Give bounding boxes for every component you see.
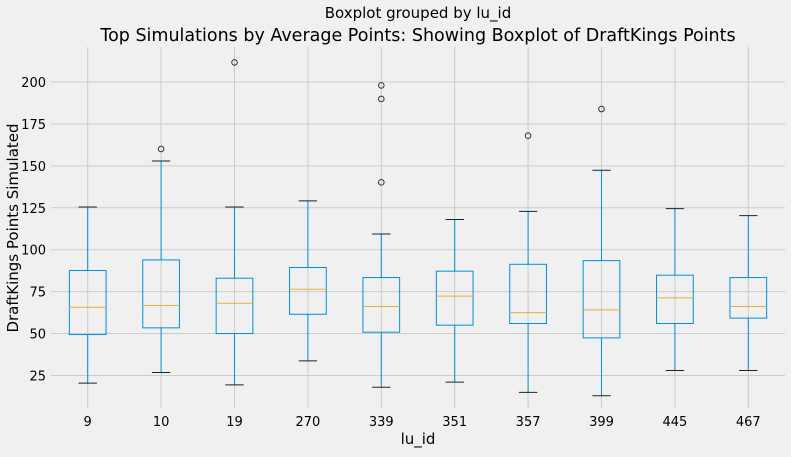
- x-tick-label: 19: [226, 415, 243, 430]
- outlier-point: [378, 95, 385, 103]
- box-19: [215, 59, 254, 386]
- x-tick-label: 467: [736, 415, 761, 430]
- chart-suptitle: Boxplot grouped by lu_id: [325, 4, 512, 23]
- iqr-box: [289, 266, 327, 315]
- x-tick-label: 445: [662, 415, 687, 430]
- box-467: [729, 215, 768, 371]
- iqr-box: [656, 274, 694, 324]
- x-tick-label: 9: [84, 415, 92, 430]
- outlier-point: [378, 82, 385, 89]
- iqr-box: [435, 270, 474, 326]
- x-tick-label: 270: [295, 415, 320, 430]
- iqr-box: [509, 263, 547, 324]
- x-tick-label: 399: [589, 415, 614, 430]
- iqr-box: [362, 277, 401, 333]
- x-tick-label: 339: [369, 415, 394, 430]
- outlier-point: [524, 132, 532, 139]
- x-tick-label: 10: [153, 415, 170, 430]
- box-357: [509, 132, 547, 393]
- y-tick-label: 25: [29, 369, 46, 384]
- y-tick-label: 125: [21, 202, 46, 217]
- iqr-box: [729, 277, 768, 319]
- x-axis-label: lu_id: [401, 430, 436, 449]
- box-445: [656, 208, 694, 371]
- iqr-box: [68, 270, 107, 336]
- iqr-box: [582, 260, 621, 339]
- x-tick-label: 351: [442, 415, 467, 430]
- box-399: [582, 105, 621, 397]
- box-9: [68, 206, 107, 384]
- x-tick-label: 357: [516, 415, 541, 430]
- iqr-box: [142, 259, 180, 329]
- iqr-box: [215, 277, 254, 335]
- y-tick-label: 75: [29, 286, 46, 301]
- box-270: [289, 200, 327, 362]
- y-tick-label: 175: [21, 118, 46, 133]
- box-351: [435, 219, 474, 383]
- chart-title: Top Simulations by Average Points: Showi…: [99, 26, 735, 46]
- y-tick-label: 200: [21, 76, 46, 91]
- y-tick-label: 50: [29, 328, 46, 343]
- box-339: [362, 82, 401, 388]
- box-10: [142, 145, 180, 373]
- y-tick-label: 150: [21, 160, 46, 175]
- outlier-point: [231, 59, 238, 66]
- y-axis-label: DraftKings Points Simulated: [4, 123, 22, 332]
- y-tick-label: 100: [21, 244, 46, 259]
- outlier-point: [157, 145, 165, 153]
- outlier-point: [598, 105, 605, 113]
- outlier-point: [378, 179, 385, 186]
